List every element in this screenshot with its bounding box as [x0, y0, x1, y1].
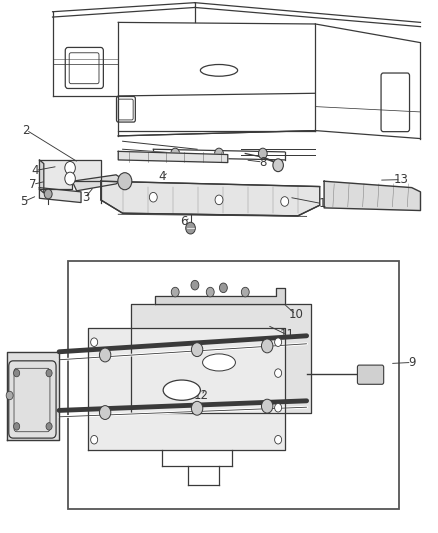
Polygon shape [101, 181, 320, 216]
Text: 10: 10 [288, 308, 303, 321]
Circle shape [91, 338, 98, 346]
Polygon shape [118, 151, 228, 163]
Text: 3: 3 [82, 191, 89, 204]
Circle shape [275, 338, 282, 346]
Circle shape [171, 287, 179, 297]
Text: 9: 9 [408, 356, 416, 369]
Circle shape [99, 348, 111, 362]
Circle shape [191, 343, 203, 357]
Text: 2: 2 [22, 124, 30, 136]
Polygon shape [72, 175, 123, 191]
Circle shape [6, 391, 13, 400]
Circle shape [171, 148, 180, 159]
Circle shape [118, 173, 132, 190]
Polygon shape [39, 160, 44, 193]
Circle shape [275, 435, 282, 444]
FancyBboxPatch shape [357, 365, 384, 384]
Circle shape [281, 197, 289, 206]
Circle shape [65, 172, 75, 185]
Polygon shape [131, 304, 311, 413]
Circle shape [206, 287, 214, 297]
Polygon shape [7, 352, 59, 440]
Polygon shape [155, 288, 285, 304]
Text: 7: 7 [29, 178, 37, 191]
Circle shape [215, 195, 223, 205]
Circle shape [191, 401, 203, 415]
Circle shape [14, 369, 20, 377]
Text: 4: 4 [158, 171, 166, 183]
Circle shape [46, 369, 52, 377]
Ellipse shape [202, 354, 236, 371]
Circle shape [261, 399, 273, 413]
Circle shape [215, 148, 223, 159]
Circle shape [275, 369, 282, 377]
Circle shape [65, 161, 75, 174]
Circle shape [91, 435, 98, 444]
Ellipse shape [163, 380, 200, 400]
Circle shape [46, 423, 52, 430]
Circle shape [219, 283, 227, 293]
Circle shape [99, 406, 111, 419]
Circle shape [241, 287, 249, 297]
Circle shape [44, 189, 52, 199]
Circle shape [149, 192, 157, 202]
Text: 11: 11 [279, 328, 294, 341]
Circle shape [186, 222, 195, 234]
Text: 13: 13 [393, 173, 408, 186]
Polygon shape [88, 328, 285, 450]
Circle shape [275, 403, 282, 412]
Text: 8: 8 [259, 156, 266, 168]
Polygon shape [39, 160, 101, 189]
Circle shape [258, 148, 267, 159]
Circle shape [14, 423, 20, 430]
Polygon shape [39, 188, 81, 203]
Polygon shape [324, 181, 420, 211]
Text: 12: 12 [194, 389, 209, 402]
Circle shape [273, 159, 283, 172]
Circle shape [191, 280, 199, 290]
Text: 1: 1 [318, 197, 326, 210]
Text: 5: 5 [21, 195, 28, 208]
Text: 4: 4 [31, 164, 39, 177]
Text: 6: 6 [180, 215, 188, 228]
Circle shape [261, 339, 273, 353]
